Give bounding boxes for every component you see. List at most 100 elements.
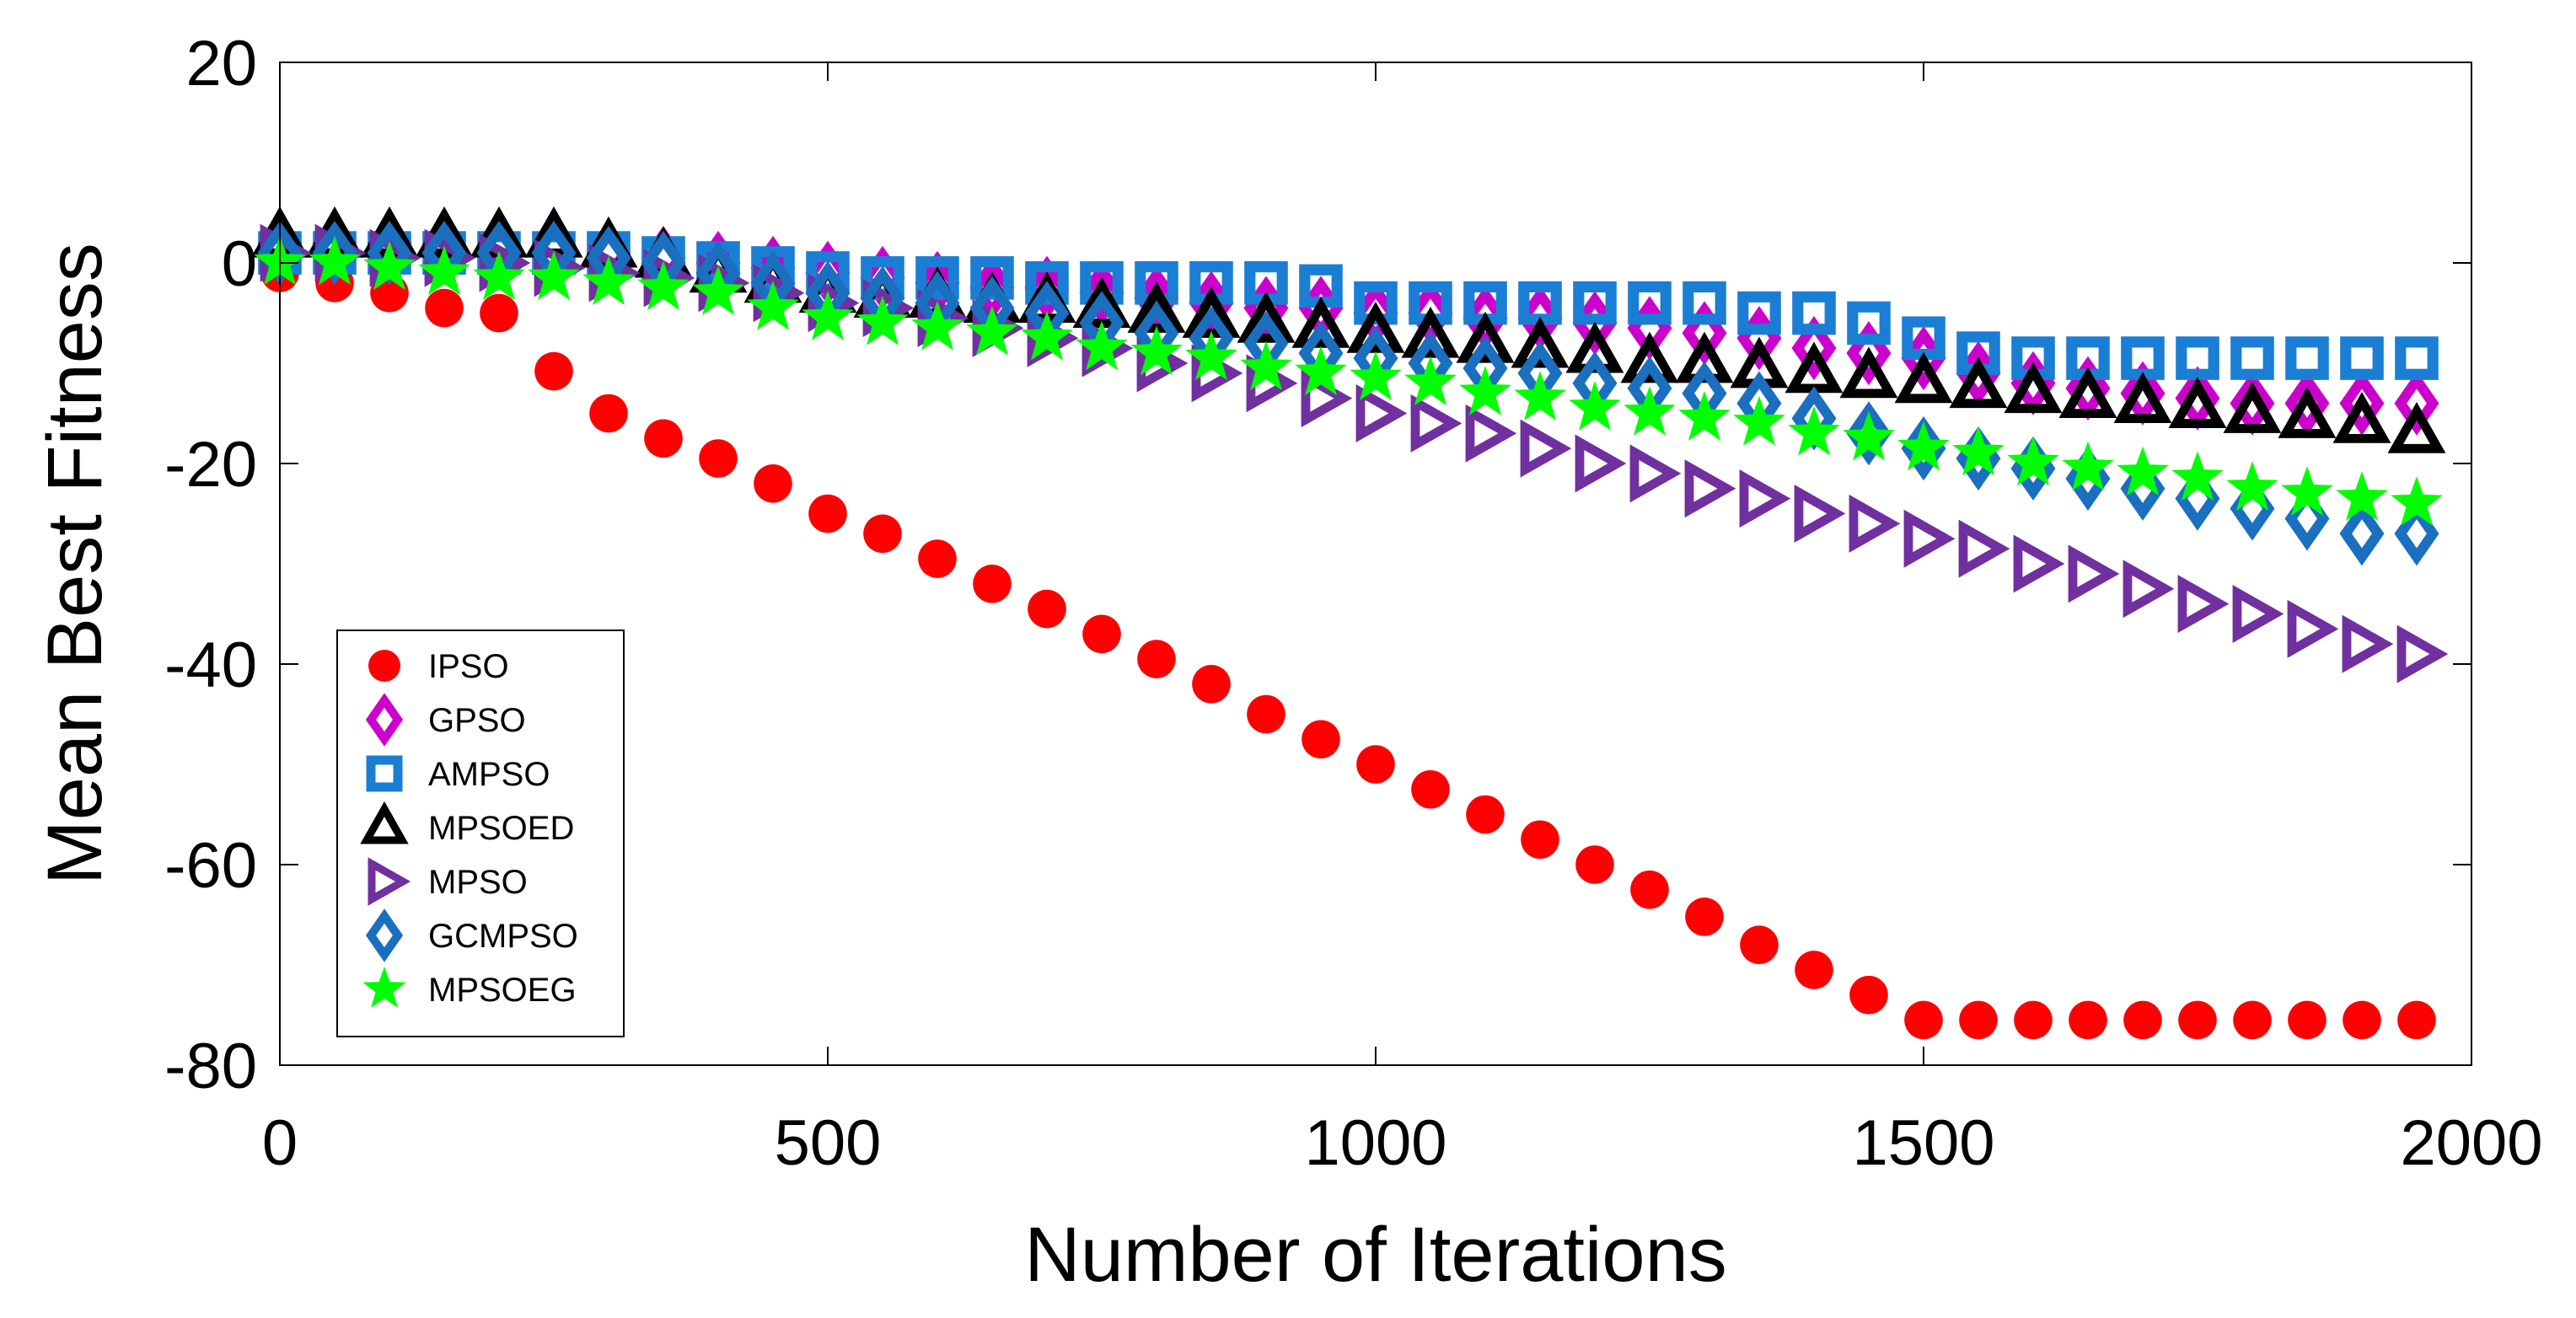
point-mpsoeg-21 (1404, 356, 1457, 405)
point-mpsoeg-12 (911, 301, 963, 351)
point-mpsoeg-16 (1130, 325, 1183, 376)
legend-marker-ipso (368, 650, 400, 682)
point-mpso-25 (1629, 444, 1682, 503)
point-ipso-22 (1466, 795, 1505, 834)
point-mpso-20 (1355, 384, 1408, 442)
point-ipso-39 (2397, 1000, 2436, 1040)
point-mpsoed-39 (2387, 401, 2446, 453)
y-tick-label-1: 0 (222, 228, 257, 300)
point-mpso-22 (1465, 404, 1517, 463)
point-mpso-39 (2396, 624, 2449, 683)
point-ipso-26 (1685, 897, 1724, 936)
point-ampso-36 (2230, 336, 2274, 380)
point-mpso-35 (2177, 575, 2230, 634)
point-mpsoeg-39 (2391, 476, 2443, 526)
plot-area (280, 62, 2471, 1065)
point-ipso-18 (1247, 694, 1285, 734)
legend-label-ipso: IPSO (428, 648, 509, 685)
point-mpsoeg-17 (1185, 330, 1237, 381)
point-mpso-30 (1903, 509, 1956, 568)
point-gpso-37 (2284, 371, 2330, 436)
point-ipso-38 (2343, 1000, 2381, 1040)
point-ipso-20 (1356, 745, 1395, 784)
point-mpsoed-20 (1346, 301, 1405, 353)
point-mpsoeg-28 (1788, 405, 1840, 456)
point-mpsoeg-37 (2281, 466, 2333, 516)
legend-label-mpsoed: MPSOED (428, 810, 574, 847)
point-mpsoeg-34 (2117, 446, 2169, 496)
point-mpsoeg-19 (1295, 346, 1347, 396)
point-mpso-33 (2068, 544, 2120, 603)
legend-marker-mpso (368, 857, 411, 906)
point-mpso-21 (1410, 394, 1462, 453)
point-ipso-32 (2014, 1000, 2053, 1040)
point-mpsoed-23 (1511, 316, 1570, 368)
point-mpsoeg-24 (1569, 381, 1621, 431)
point-mpso-23 (1520, 419, 1572, 478)
x-tick-label-2: 1000 (1304, 1107, 1446, 1179)
y-tick-label-0: 20 (185, 28, 257, 99)
point-mpsoed-21 (1401, 306, 1460, 358)
point-ipso-29 (1849, 975, 1888, 1015)
point-gcmpso-29 (1846, 401, 1892, 466)
legend-item-gpso: GPSO (365, 693, 526, 747)
point-mpso-31 (1958, 519, 2010, 578)
point-mpsoed-19 (1291, 297, 1350, 348)
point-ampso-39 (2395, 336, 2439, 380)
point-mpsoeg-32 (2007, 436, 2059, 486)
point-mpso-19 (1301, 369, 1353, 428)
point-ipso-9 (754, 464, 792, 503)
point-ipso-35 (2178, 1000, 2217, 1040)
point-mpsoeg-10 (802, 291, 854, 340)
point-ampso-38 (2340, 336, 2384, 380)
point-gcmpso-1 (312, 220, 357, 286)
point-ampso-14 (1025, 261, 1069, 305)
point-ipso-33 (2069, 1000, 2107, 1040)
point-ampso-24 (1573, 281, 1617, 325)
axis-ticks: 0 500 1000 1500 2000 20 0 -20 -40 -60 -80 (164, 28, 2542, 1179)
legend-label-mpso: MPSO (428, 864, 528, 901)
point-mpsoed-35 (2168, 377, 2227, 428)
point-ipso-3 (425, 288, 464, 328)
y-tick-label-4: -60 (164, 830, 257, 902)
point-ipso-7 (644, 419, 683, 458)
legend-marker-mpsoed (360, 801, 409, 844)
x-tick-label-0: 0 (262, 1107, 298, 1179)
point-mpsoeg-14 (1021, 310, 1073, 361)
point-ipso-21 (1411, 769, 1450, 809)
point-gcmpso-38 (2339, 501, 2385, 566)
x-axis-title: Number of Iterations (1024, 1212, 1726, 1298)
point-ampso-12 (915, 256, 959, 300)
point-mpsoeg-11 (856, 296, 909, 346)
point-ampso-27 (1737, 291, 1781, 335)
point-ipso-19 (1301, 720, 1340, 759)
point-ipso-13 (973, 565, 1012, 603)
x-tick-label-4: 2000 (2400, 1107, 2542, 1179)
point-mpsoeg-1 (309, 235, 361, 286)
legend-item-mpso: MPSO (368, 857, 528, 906)
point-ipso-34 (2123, 1000, 2162, 1040)
y-axis-title: Mean Best Fitness (32, 243, 118, 885)
point-ipso-28 (1795, 951, 1833, 989)
point-ipso-10 (808, 494, 847, 533)
point-mpsoeg-3 (418, 245, 470, 296)
point-mpsoed-25 (1620, 331, 1679, 383)
point-ampso-35 (2176, 336, 2219, 380)
point-mpsoed-34 (2113, 372, 2172, 424)
point-gpso-38 (2339, 371, 2385, 436)
point-mpsoed-37 (2278, 387, 2337, 438)
point-mpsoed-31 (1949, 356, 2008, 409)
legend-marker-gcmpso (365, 908, 404, 962)
point-ipso-4 (480, 293, 518, 333)
point-mpsoed-33 (2058, 367, 2117, 419)
point-ipso-23 (1521, 820, 1559, 860)
point-mpsoeg-35 (2171, 451, 2224, 501)
point-ampso-25 (1628, 281, 1672, 325)
point-mpso-28 (1794, 485, 1846, 543)
point-ipso-24 (1575, 845, 1614, 884)
series-mpsoeg (254, 235, 2443, 526)
point-ipso-6 (589, 394, 628, 433)
x-tick-label-3: 1500 (1852, 1107, 1994, 1179)
point-mpsoeg-9 (747, 281, 799, 330)
point-mpsoeg-26 (1678, 391, 1731, 441)
